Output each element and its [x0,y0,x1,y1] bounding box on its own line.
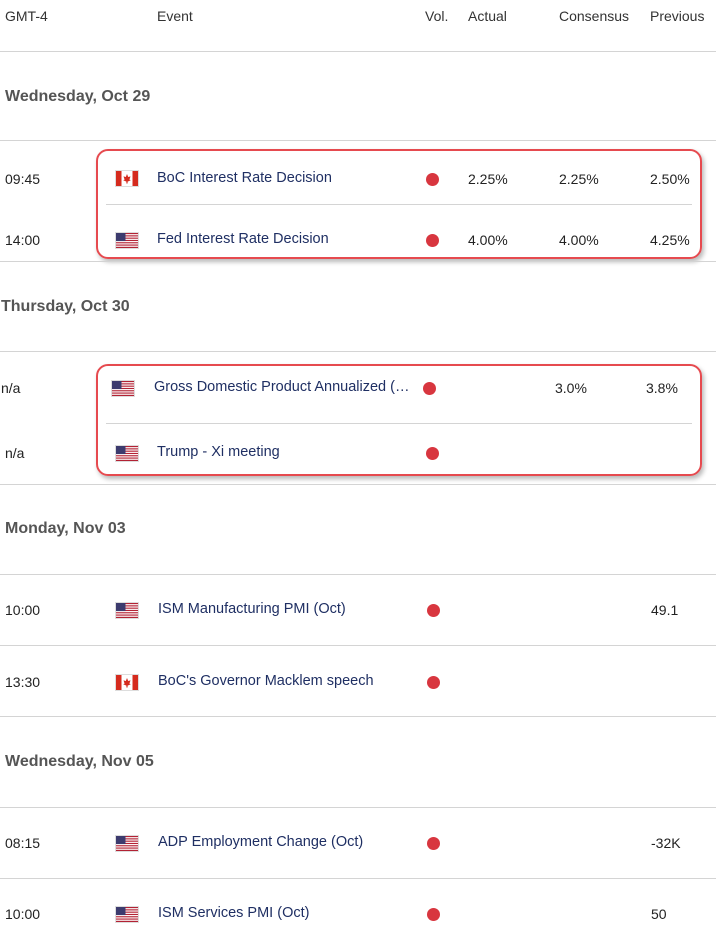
volume-indicator-icon [427,604,440,617]
previous-header: Previous [650,8,705,24]
usa-flag-icon [116,603,138,618]
previous-value: -32K [651,835,681,851]
event-name-link[interactable]: ISM Services PMI (Oct) [158,905,310,921]
day-heading: Wednesday, Oct 29 [5,88,151,105]
divider [0,716,716,717]
consensus-header: Consensus [559,8,630,24]
consensus-value: 2.25% [559,171,599,187]
volume-indicator-icon [426,173,439,186]
previous-value: 2.50% [650,171,690,187]
divider [106,423,692,424]
volume-indicator-icon [427,908,440,921]
volume-indicator-icon [427,837,440,850]
previous-value: 49.1 [651,602,679,618]
event-name-link[interactable]: Gross Domestic Product Annualized (… [154,379,410,395]
canada-flag-icon [116,171,138,186]
usa-flag-icon [116,836,138,851]
volume-header: Vol. [425,8,449,24]
event-time: 10:00 [5,602,41,618]
event-time: 10:00 [5,906,41,922]
usa-flag-icon [116,233,138,248]
divider [0,140,716,141]
volume-indicator-icon [423,382,436,395]
divider [106,204,692,205]
event-name-link[interactable]: BoC Interest Rate Decision [157,170,332,186]
divider [0,484,716,485]
event-name-link[interactable]: Fed Interest Rate Decision [157,231,329,247]
event-name-link[interactable]: ADP Employment Change (Oct) [158,834,364,850]
previous-value: 4.25% [650,232,690,248]
canada-flag-icon [116,675,138,690]
event-time: 13:30 [5,674,41,690]
event-name-link[interactable]: ISM Manufacturing PMI (Oct) [158,601,346,617]
divider [0,645,716,646]
previous-value: 50 [651,906,667,922]
timezone-header[interactable]: GMT-4 [5,8,48,24]
usa-flag-icon [116,907,138,922]
consensus-value: 4.00% [559,232,599,248]
event-time: n/a [1,380,21,396]
actual-value: 2.25% [468,171,508,187]
divider [0,574,716,575]
volume-indicator-icon [427,676,440,689]
event-time: 09:45 [5,171,41,187]
usa-flag-icon [112,381,134,396]
event-time: 08:15 [5,835,41,851]
event-time: n/a [5,445,25,461]
day-heading: Wednesday, Nov 05 [5,753,154,770]
divider [0,878,716,879]
event-name-link[interactable]: BoC's Governor Macklem speech [158,673,374,689]
volume-indicator-icon [426,447,439,460]
event-time: 14:00 [5,232,41,248]
usa-flag-icon [116,446,138,461]
actual-value: 4.00% [468,232,508,248]
consensus-value: 3.0% [555,380,587,396]
volume-indicator-icon [426,234,439,247]
divider [0,51,716,52]
event-name-link[interactable]: Trump - Xi meeting [157,444,280,460]
event-header: Event [157,8,193,24]
previous-value: 3.8% [646,380,678,396]
day-heading: Monday, Nov 03 [5,520,126,537]
divider [0,261,716,262]
day-heading: Thursday, Oct 30 [1,298,130,315]
divider [0,351,716,352]
actual-header: Actual [468,8,507,24]
divider [0,807,716,808]
